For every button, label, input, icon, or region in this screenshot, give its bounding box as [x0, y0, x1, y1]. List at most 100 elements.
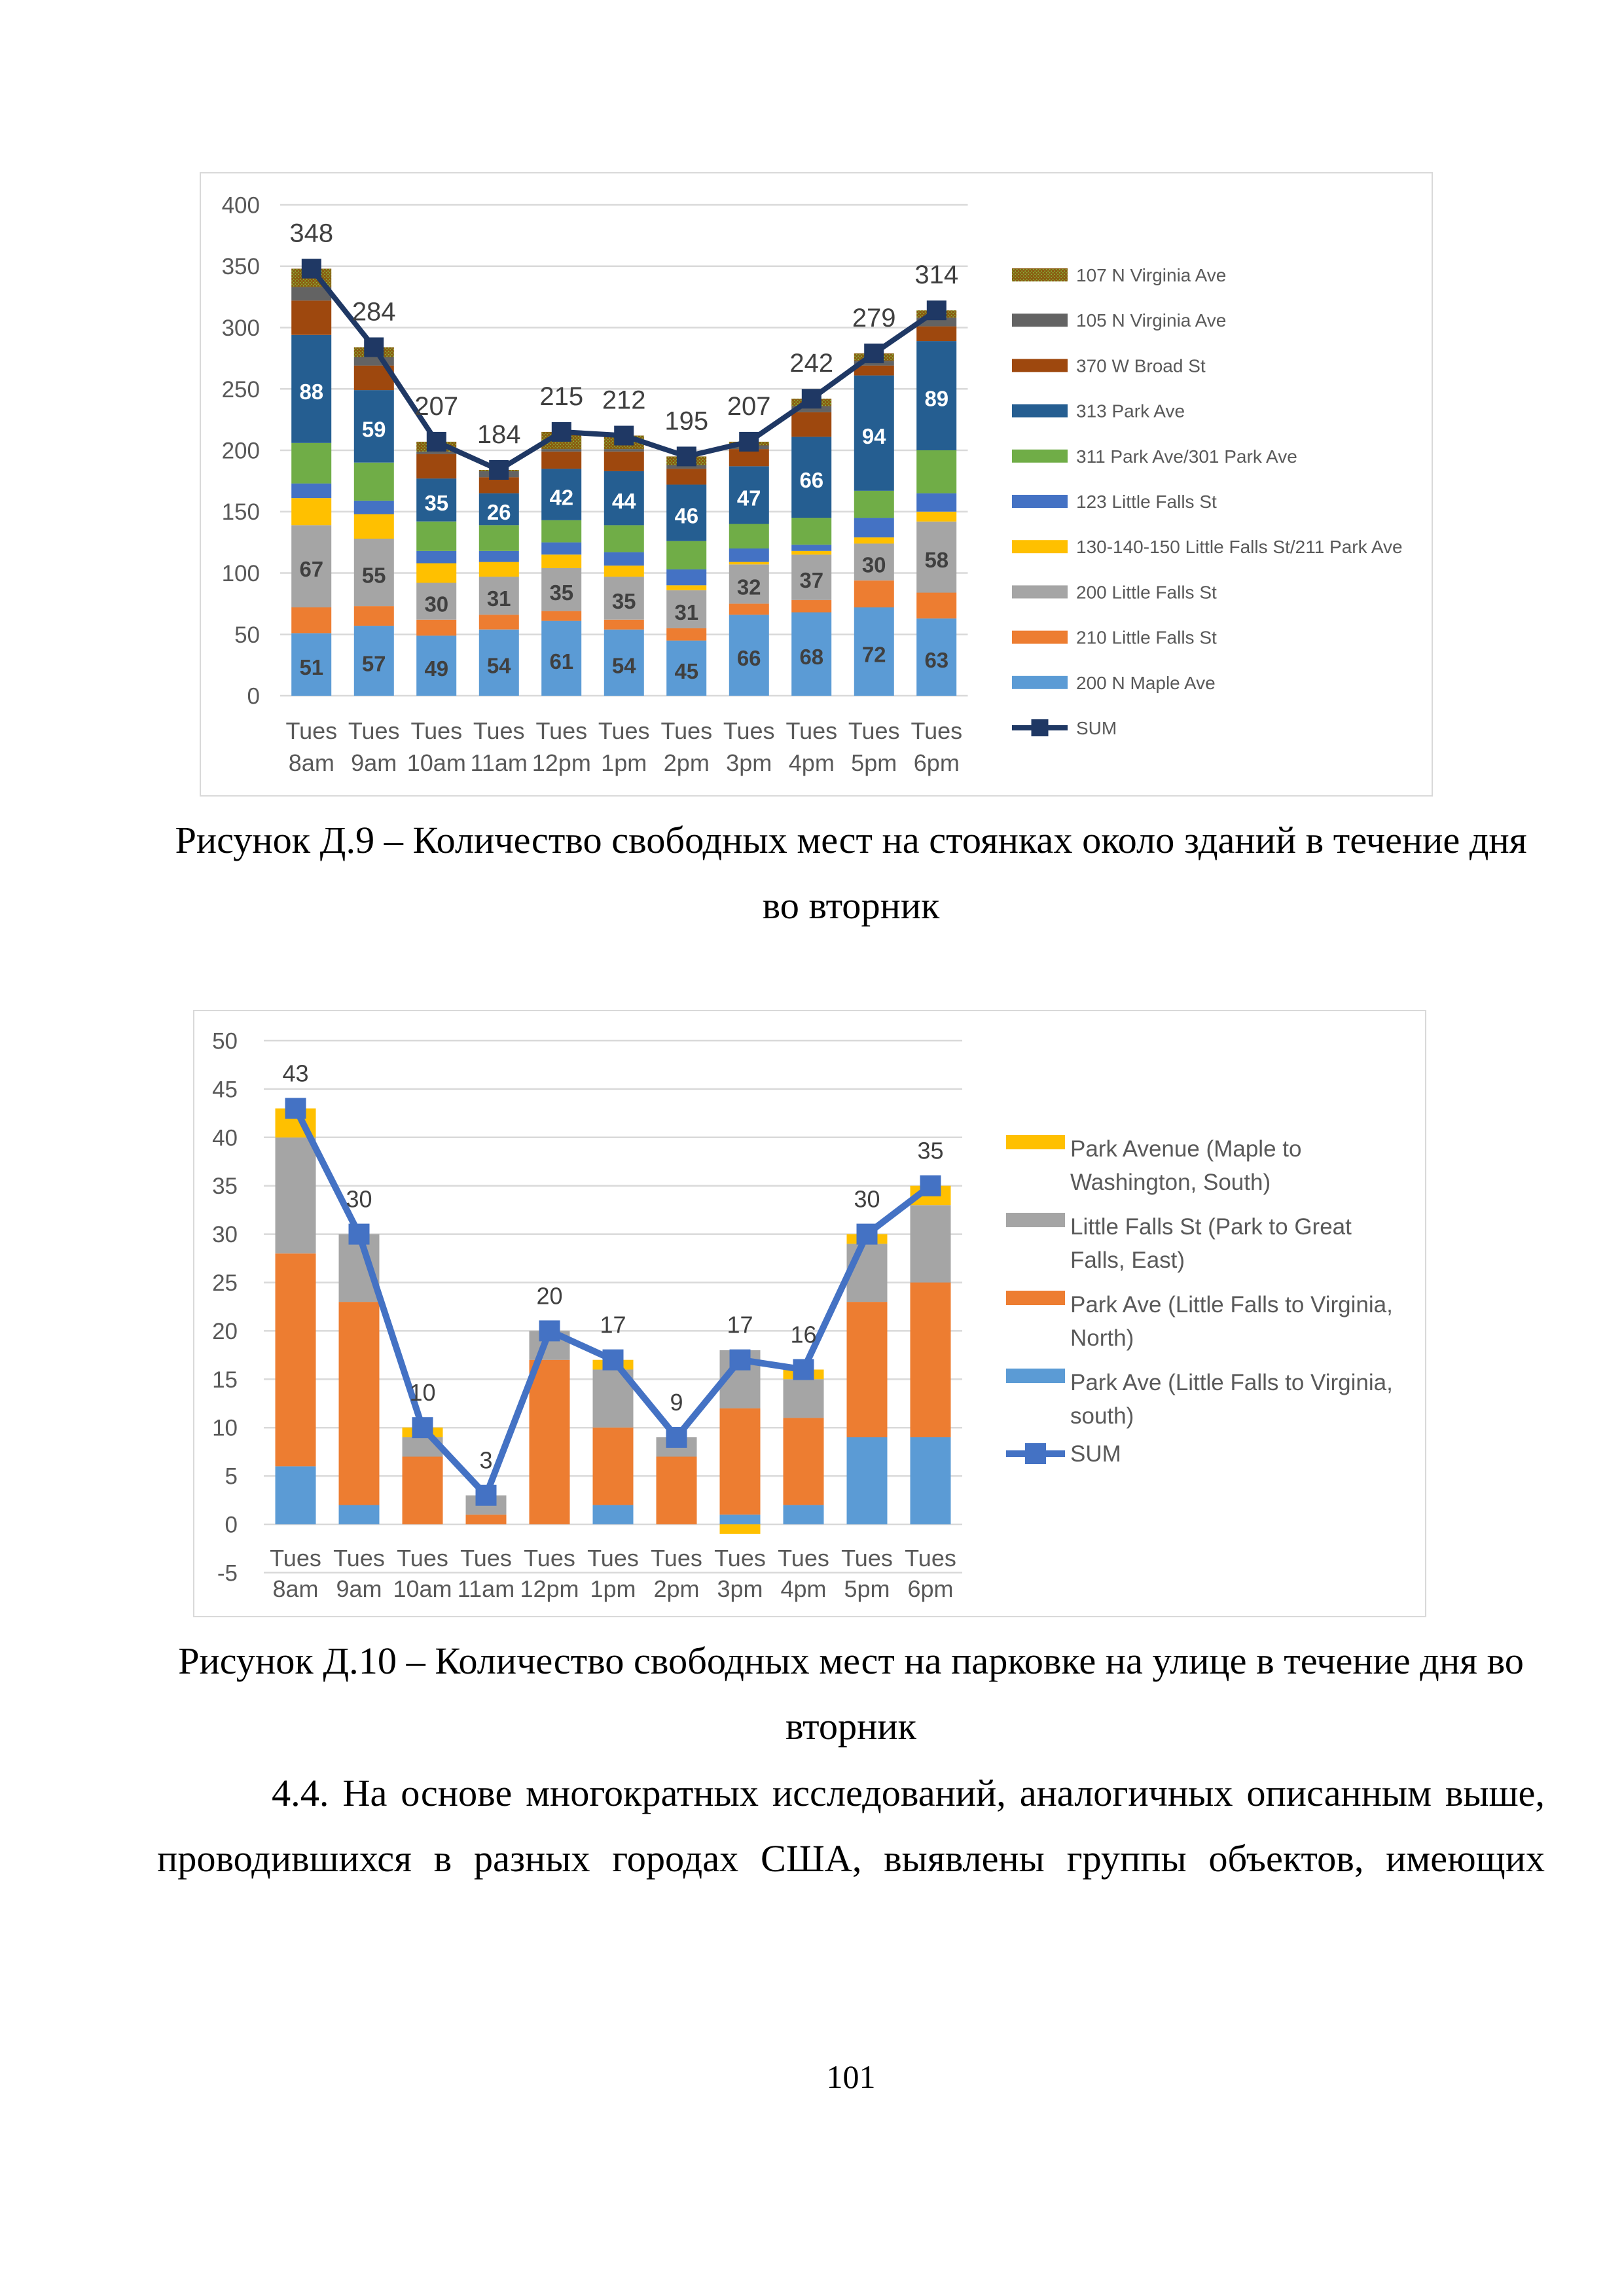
svg-text:30: 30	[424, 592, 448, 617]
svg-text:212: 212	[602, 386, 646, 415]
svg-text:4pm: 4pm	[789, 749, 835, 776]
svg-text:200 Little Falls St: 200 Little Falls St	[1076, 582, 1217, 602]
svg-text:Tues: Tues	[778, 1545, 829, 1571]
svg-text:45: 45	[674, 659, 698, 683]
svg-text:215: 215	[539, 382, 583, 411]
svg-text:11am: 11am	[471, 749, 528, 776]
svg-text:123 Little Falls St: 123 Little Falls St	[1076, 492, 1217, 512]
svg-text:SUM: SUM	[1070, 1441, 1121, 1467]
svg-text:150: 150	[222, 499, 260, 525]
svg-text:200: 200	[222, 439, 260, 464]
svg-text:5pm: 5pm	[851, 749, 897, 776]
svg-text:Tues: Tues	[285, 717, 337, 744]
svg-text:400: 400	[222, 193, 260, 219]
svg-text:66: 66	[799, 468, 823, 492]
svg-text:3pm: 3pm	[726, 749, 772, 776]
svg-text:Park Avenue (Maple to: Park Avenue (Maple to	[1070, 1136, 1301, 1162]
svg-text:35: 35	[549, 581, 573, 605]
svg-text:30: 30	[854, 1186, 880, 1213]
svg-text:Tues: Tues	[660, 717, 712, 744]
svg-text:42: 42	[549, 486, 573, 510]
svg-text:37: 37	[799, 568, 823, 592]
svg-text:350: 350	[222, 254, 260, 279]
svg-text:311 Park Ave/301 Park Ave: 311 Park Ave/301 Park Ave	[1076, 446, 1297, 467]
svg-text:10am: 10am	[393, 1575, 452, 1602]
svg-text:Tues: Tues	[598, 717, 650, 744]
svg-text:Tues: Tues	[473, 717, 525, 744]
svg-text:4pm: 4pm	[780, 1575, 826, 1602]
svg-text:279: 279	[852, 304, 896, 332]
svg-text:58: 58	[924, 548, 948, 572]
svg-text:17: 17	[600, 1312, 626, 1338]
svg-text:9: 9	[670, 1389, 683, 1416]
svg-text:Tues: Tues	[397, 1545, 448, 1571]
svg-text:17: 17	[727, 1312, 753, 1338]
svg-text:72: 72	[862, 643, 886, 667]
svg-text:1pm: 1pm	[601, 749, 647, 776]
svg-text:54: 54	[612, 653, 636, 677]
svg-text:20: 20	[536, 1282, 562, 1309]
svg-text:3: 3	[479, 1447, 492, 1474]
svg-text:Tues: Tues	[460, 1545, 512, 1571]
svg-text:250: 250	[222, 377, 260, 403]
svg-text:242: 242	[789, 349, 833, 378]
svg-text:Little Falls St (Park to Great: Little Falls St (Park to Great	[1070, 1214, 1352, 1240]
svg-text:Tues: Tues	[270, 1545, 321, 1571]
svg-text:Tues: Tues	[410, 717, 462, 744]
svg-text:210 Little Falls St: 210 Little Falls St	[1076, 628, 1217, 648]
svg-text:Tues: Tues	[785, 717, 837, 744]
svg-text:55: 55	[362, 564, 386, 588]
svg-text:35: 35	[612, 589, 636, 613]
svg-text:50: 50	[234, 622, 260, 648]
svg-text:35: 35	[917, 1138, 943, 1164]
svg-text:59: 59	[362, 417, 386, 441]
svg-text:44: 44	[612, 489, 636, 513]
svg-text:300: 300	[222, 315, 260, 341]
svg-text:207: 207	[727, 392, 771, 421]
svg-text:9am: 9am	[336, 1575, 382, 1602]
svg-text:9am: 9am	[351, 749, 397, 776]
svg-text:35: 35	[424, 491, 448, 515]
svg-text:31: 31	[674, 600, 698, 624]
svg-text:2pm: 2pm	[653, 1575, 699, 1602]
svg-text:100: 100	[222, 561, 260, 586]
svg-text:SUM: SUM	[1076, 718, 1117, 738]
svg-text:45: 45	[212, 1077, 238, 1102]
svg-text:Tues: Tues	[535, 717, 587, 744]
svg-text:5: 5	[225, 1464, 238, 1490]
svg-text:12pm: 12pm	[532, 749, 591, 776]
svg-text:Tues: Tues	[911, 717, 962, 744]
svg-text:Park Ave (Little Falls to Virg: Park Ave (Little Falls to Virginia,	[1070, 1292, 1393, 1318]
svg-text:10: 10	[212, 1416, 238, 1441]
svg-text:-5: -5	[217, 1560, 238, 1586]
svg-text:6pm: 6pm	[907, 1575, 953, 1602]
svg-text:11am: 11am	[458, 1575, 514, 1602]
svg-text:284: 284	[352, 298, 396, 327]
svg-text:Tues: Tues	[348, 717, 400, 744]
svg-text:35: 35	[212, 1174, 238, 1199]
svg-text:6pm: 6pm	[914, 749, 960, 776]
svg-text:61: 61	[549, 649, 573, 673]
svg-text:200 N Maple Ave: 200 N Maple Ave	[1076, 673, 1216, 693]
svg-text:Tues: Tues	[905, 1545, 956, 1571]
svg-text:26: 26	[487, 500, 511, 524]
svg-text:68: 68	[799, 645, 823, 669]
svg-text:5pm: 5pm	[844, 1575, 890, 1602]
svg-text:Washington, South): Washington, South)	[1070, 1170, 1271, 1195]
svg-text:50: 50	[212, 1029, 238, 1054]
svg-text:43: 43	[282, 1060, 308, 1087]
svg-text:32: 32	[737, 575, 761, 599]
svg-text:Tues: Tues	[848, 717, 900, 744]
svg-text:20: 20	[212, 1319, 238, 1344]
svg-text:Tues: Tues	[587, 1545, 639, 1571]
svg-text:348: 348	[289, 219, 333, 248]
svg-text:46: 46	[674, 504, 698, 528]
svg-text:16: 16	[790, 1321, 816, 1348]
svg-text:south): south)	[1070, 1403, 1134, 1429]
svg-text:Tues: Tues	[651, 1545, 702, 1571]
svg-text:51: 51	[299, 655, 323, 679]
svg-text:Tues: Tues	[723, 717, 775, 744]
svg-text:15: 15	[212, 1367, 238, 1393]
svg-text:195: 195	[664, 406, 708, 435]
svg-text:Tues: Tues	[524, 1545, 575, 1571]
